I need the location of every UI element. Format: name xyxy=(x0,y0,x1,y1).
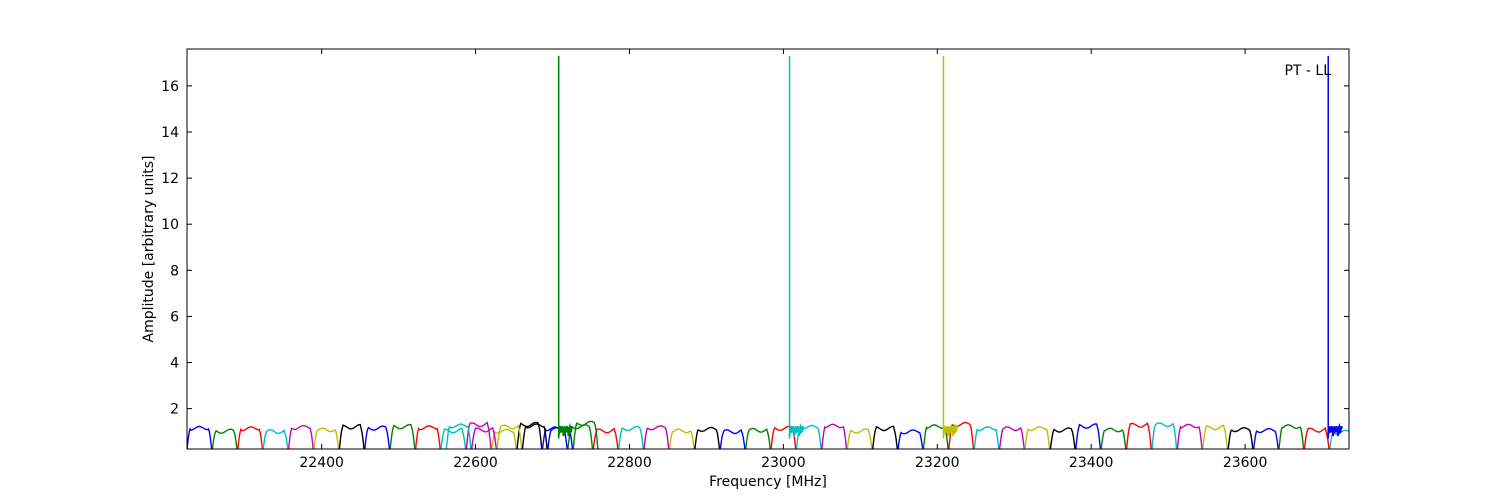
series-line xyxy=(897,429,924,449)
series-line xyxy=(1100,427,1127,449)
series-line xyxy=(1075,423,1102,449)
series-line xyxy=(496,424,523,449)
y-tick-label: 4 xyxy=(170,356,179,372)
x-tick-label: 22800 xyxy=(607,455,652,471)
y-tick-label: 6 xyxy=(170,309,179,325)
y-tick-label: 2 xyxy=(170,402,179,418)
series-line xyxy=(1125,422,1152,449)
series-line xyxy=(1303,427,1330,449)
y-tick-label: 8 xyxy=(170,263,179,279)
series-line xyxy=(445,423,472,449)
y-tick-label: 16 xyxy=(161,79,179,95)
series-line xyxy=(211,428,238,449)
series-line xyxy=(471,426,498,449)
series-line xyxy=(521,423,548,449)
series-line xyxy=(1024,426,1051,449)
series-line xyxy=(846,428,873,449)
spike-ripple xyxy=(788,422,805,437)
series-line xyxy=(948,421,975,449)
y-tick-label: 14 xyxy=(161,125,179,141)
series-line xyxy=(491,428,518,449)
x-tick-label: 22600 xyxy=(453,455,498,471)
y-tick-label: 12 xyxy=(161,171,179,187)
series-line xyxy=(440,427,467,449)
series-line xyxy=(313,427,340,449)
series-layer xyxy=(187,420,1349,449)
series-line xyxy=(821,423,848,449)
x-axis-label: Frequency [MHz] xyxy=(709,474,827,490)
plot-frame xyxy=(186,48,1350,450)
series-line xyxy=(516,421,543,449)
y-tick-label: 10 xyxy=(161,217,179,233)
series-line xyxy=(414,425,441,449)
spike-ripple xyxy=(942,422,959,437)
x-tick-label: 23400 xyxy=(1069,455,1114,471)
series-line xyxy=(1151,422,1178,449)
spike-ripple xyxy=(1327,422,1343,437)
series-line xyxy=(745,427,771,449)
spike-layer xyxy=(557,55,1343,439)
series-line xyxy=(572,420,599,449)
series-line xyxy=(973,426,1000,449)
series-line xyxy=(998,426,1025,449)
series-line xyxy=(389,423,416,449)
series-line xyxy=(719,428,746,449)
x-tick-label: 23600 xyxy=(1223,455,1268,471)
series-line xyxy=(1252,428,1279,449)
x-tick-label: 22400 xyxy=(299,455,344,471)
series-line xyxy=(592,427,619,449)
series-line xyxy=(1202,424,1229,449)
x-tick-label: 23000 xyxy=(761,455,806,471)
y-axis: 2 4 6 8 10 12 14 16 xyxy=(161,79,1349,418)
series-line xyxy=(237,426,264,449)
y-axis-label: Amplitude [arbitrary units] xyxy=(141,156,157,343)
series-line xyxy=(643,425,670,449)
series-line xyxy=(287,425,314,449)
series-line xyxy=(694,426,721,449)
series-line xyxy=(1227,426,1254,449)
spike-ripple xyxy=(557,422,574,437)
series-line xyxy=(187,425,213,449)
series-line xyxy=(872,425,898,449)
series-line xyxy=(465,421,492,449)
series-line xyxy=(618,425,644,449)
series-line xyxy=(1049,427,1076,449)
chart-annotation: PT - LL xyxy=(1284,63,1331,79)
series-line xyxy=(668,428,695,449)
series-line xyxy=(338,423,365,449)
series-line xyxy=(1278,424,1305,449)
series-line xyxy=(1176,423,1203,449)
x-tick-label: 23200 xyxy=(915,455,960,471)
series-line xyxy=(262,429,289,449)
series-line xyxy=(364,425,391,449)
x-axis: 22400 22600 22800 23000 23200 23400 23600 xyxy=(299,49,1267,471)
